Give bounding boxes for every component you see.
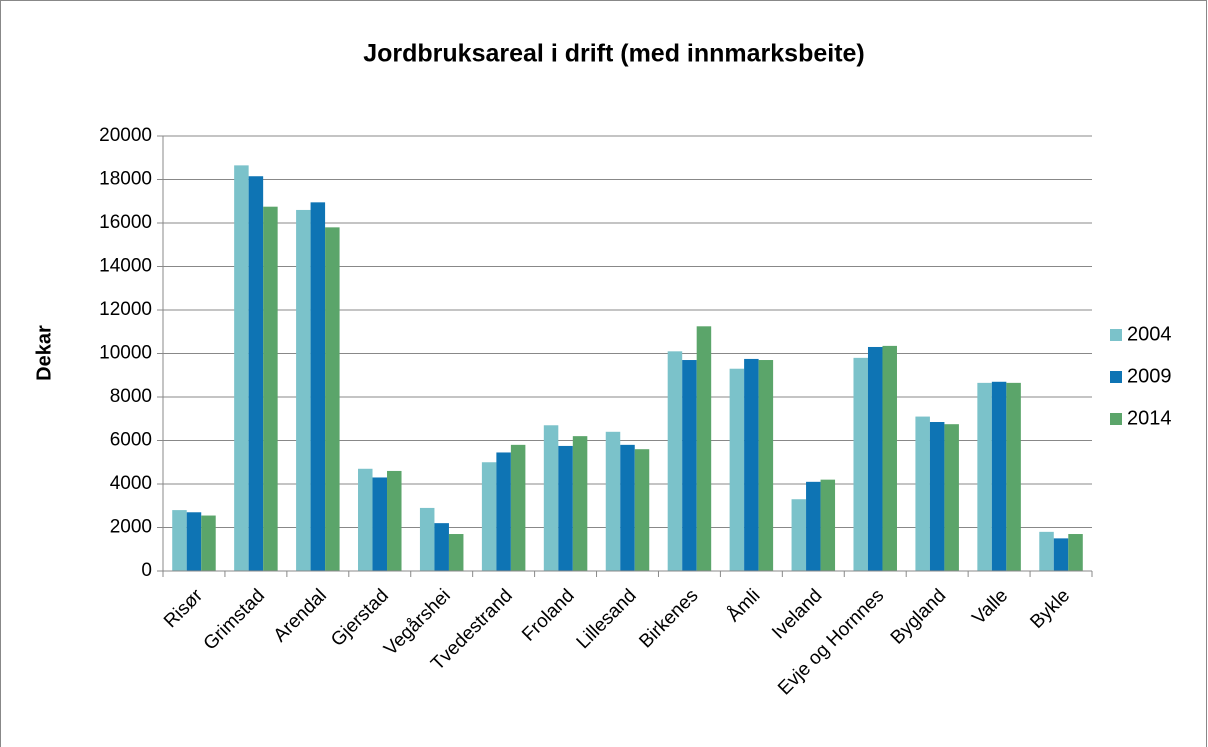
- y-tick-label: 2000: [110, 517, 152, 538]
- y-axis-label: Dekar: [33, 325, 55, 381]
- bar: [387, 470, 402, 571]
- y-tick-label: 20000: [99, 125, 152, 146]
- bar: [296, 209, 311, 571]
- bar: [915, 416, 930, 571]
- bar: [620, 444, 635, 571]
- bar: [572, 436, 588, 571]
- y-tick-label: 14000: [99, 256, 152, 277]
- bar: [634, 449, 650, 571]
- bar: [977, 382, 992, 571]
- legend-label: 2009: [1127, 365, 1172, 387]
- bar: [944, 424, 959, 571]
- legend-label: 2004: [1127, 323, 1172, 345]
- bar: [929, 422, 945, 571]
- bar: [806, 481, 821, 571]
- bar: [325, 227, 340, 571]
- bar: [667, 351, 683, 571]
- bar: [744, 358, 759, 571]
- bar: [186, 512, 202, 571]
- bar: [248, 176, 264, 572]
- y-tick-label: 8000: [110, 386, 152, 407]
- bar: [558, 445, 573, 571]
- bar: [605, 431, 621, 571]
- bar: [358, 468, 373, 571]
- bar: [791, 499, 807, 571]
- bar: [481, 462, 497, 571]
- y-tick-label: 18000: [99, 169, 152, 190]
- y-tick-label: 12000: [99, 299, 152, 320]
- legend-swatch: [1110, 371, 1122, 383]
- bar: [372, 477, 388, 571]
- bar: [310, 202, 326, 571]
- bar: [201, 515, 216, 571]
- legend-swatch: [1110, 329, 1122, 341]
- bar: [172, 510, 187, 571]
- bar: [1006, 382, 1021, 571]
- bar: [882, 345, 897, 571]
- bar: [867, 346, 883, 571]
- bar: [496, 452, 511, 571]
- bar: [419, 507, 435, 571]
- bar: [758, 360, 774, 571]
- bar: [234, 165, 249, 572]
- bar: [820, 479, 836, 571]
- y-tick-label: 16000: [99, 212, 152, 233]
- y-tick-label: 4000: [110, 473, 152, 494]
- bar: [1039, 531, 1054, 571]
- y-tick-label: 0: [141, 560, 152, 581]
- y-tick-label: 6000: [110, 430, 152, 451]
- bar: [682, 360, 697, 571]
- chart-title: Jordbruksareal i drift (med innmarksbeit…: [363, 40, 865, 68]
- bar: [853, 357, 868, 571]
- bar: [448, 534, 464, 571]
- bar: [263, 206, 278, 571]
- legend-swatch: [1110, 413, 1122, 425]
- bar: [1068, 534, 1083, 571]
- bar: [991, 381, 1007, 571]
- bar: [510, 444, 526, 571]
- bar: [696, 326, 712, 571]
- legend-label: 2014: [1127, 407, 1172, 429]
- bar: [434, 523, 449, 571]
- y-tick-label: 10000: [99, 343, 152, 364]
- bar: [729, 368, 745, 571]
- bar: [543, 425, 559, 571]
- bar: [1053, 538, 1069, 571]
